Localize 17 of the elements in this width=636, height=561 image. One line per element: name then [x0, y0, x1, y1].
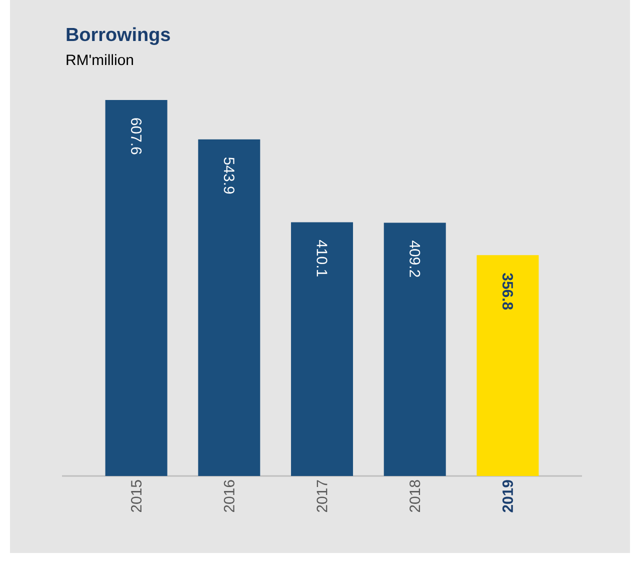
- bar: [105, 100, 168, 476]
- bar: [476, 255, 539, 476]
- x-tick-label: 2017: [316, 480, 328, 512]
- data-label: 410.1: [316, 240, 328, 276]
- bar: [384, 222, 446, 476]
- x-tick-label: 2019: [502, 480, 514, 512]
- data-label: 409.2: [410, 240, 420, 277]
- chart-title: Borrowings: [66, 27, 170, 46]
- x-tick-label: 2018: [410, 480, 420, 512]
- x-tick-label: 2016: [224, 480, 234, 512]
- x-tick-label: 2015: [131, 480, 142, 512]
- data-label: 543.9: [224, 158, 234, 194]
- bar: [291, 222, 354, 476]
- data-label: 356.8: [502, 273, 514, 310]
- data-label: 607.6: [131, 118, 142, 154]
- chart-subtitle: RM'million: [66, 54, 133, 66]
- bar: [198, 139, 260, 476]
